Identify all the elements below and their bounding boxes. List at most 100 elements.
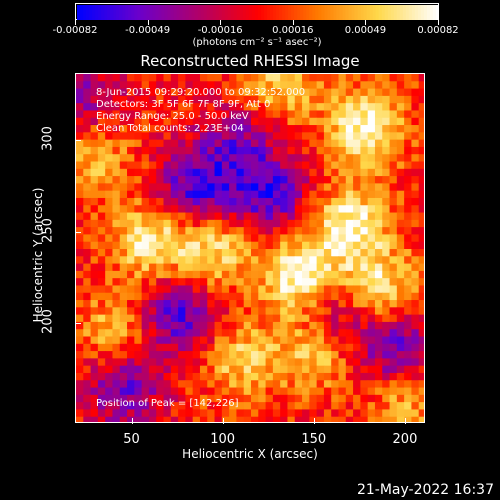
heatmap-cell <box>338 132 347 141</box>
heatmap-cell <box>97 358 106 367</box>
heatmap-cell <box>207 81 216 90</box>
heatmap-cell <box>105 351 113 359</box>
heatmap-cell <box>338 351 347 359</box>
heatmap-cell <box>148 205 157 214</box>
heatmap-cell <box>229 227 237 235</box>
heatmap-cell <box>97 263 106 272</box>
heatmap-cell <box>411 380 420 389</box>
heatmap-cell <box>192 387 201 396</box>
heatmap-cell <box>127 343 135 352</box>
heatmap-cell <box>331 387 339 396</box>
heatmap-cell <box>309 81 318 90</box>
heatmap-cell <box>221 132 230 141</box>
heatmap-cell <box>382 190 391 199</box>
heatmap-cell <box>382 132 391 141</box>
heatmap-cell <box>287 190 296 199</box>
heatmap-cell <box>221 409 230 418</box>
heatmap-cell <box>404 88 412 97</box>
heatmap-cell <box>353 300 361 308</box>
heatmap-cell <box>404 241 412 250</box>
heatmap-cell <box>360 285 369 294</box>
heatmap-cell <box>185 321 194 330</box>
heatmap-cell <box>127 263 135 272</box>
colorbar-segment <box>327 5 331 20</box>
heatmap-cell <box>243 74 252 82</box>
heatmap-cell <box>396 263 405 272</box>
heatmap-cell <box>280 249 288 257</box>
heatmap-cell <box>229 365 237 374</box>
heatmap-cell <box>353 139 361 148</box>
heatmap-cell <box>309 307 318 316</box>
heatmap-cell <box>97 351 106 359</box>
heatmap-cell <box>272 117 281 126</box>
colorbar-segment <box>354 5 359 20</box>
heatmap-cell <box>309 168 318 177</box>
heatmap-cell <box>163 154 172 162</box>
y-axis-label: Heliocentric Y (arcsec) <box>31 187 45 323</box>
heatmap-cell <box>229 88 237 97</box>
heatmap-cell <box>243 234 252 243</box>
heatmap-cell <box>338 190 347 199</box>
heatmap-cell <box>411 307 420 316</box>
heatmap-cell <box>83 365 92 374</box>
heatmap-cell <box>141 387 150 396</box>
heatmap-cell <box>323 117 332 126</box>
heatmap-cell <box>214 183 223 192</box>
heatmap-cell <box>323 314 332 323</box>
heatmap-cell <box>287 234 296 243</box>
heatmap-cell <box>374 263 383 272</box>
heatmap-cell <box>178 212 186 221</box>
heatmap-cell <box>265 219 274 228</box>
heatmap-cell <box>221 380 230 389</box>
heatmap-cell <box>156 95 164 104</box>
heatmap-cell <box>338 117 347 126</box>
heatmap-cell <box>127 241 135 250</box>
heatmap-cell <box>323 409 332 418</box>
heatmap-cell <box>105 270 113 279</box>
heatmap-cell <box>294 146 303 155</box>
heatmap-cell <box>316 132 325 141</box>
heatmap-cell <box>148 256 157 265</box>
colorbar-tick-label: 0.00049 <box>344 25 387 36</box>
heatmap-cell <box>192 249 201 257</box>
heatmap-cell <box>287 139 296 148</box>
heatmap-cell <box>156 416 164 422</box>
heatmap-cell <box>338 372 347 381</box>
heatmap-cell <box>134 81 143 90</box>
heatmap-cell <box>76 168 84 177</box>
heatmap-cell <box>119 190 128 199</box>
heatmap-cell <box>185 409 194 418</box>
heatmap-cell <box>396 81 405 90</box>
heatmap-cell <box>360 132 369 141</box>
heatmap-cell <box>323 190 332 199</box>
heatmap-cell <box>221 168 230 177</box>
heatmap-cell <box>141 125 150 133</box>
heatmap-cell <box>396 139 405 148</box>
heatmap-cell <box>411 409 420 418</box>
heatmap-cell <box>243 176 252 184</box>
heatmap-cell <box>236 278 245 286</box>
heatmap-cell <box>127 256 135 265</box>
heatmap-cell <box>418 402 424 410</box>
heatmap-cell <box>229 117 237 126</box>
heatmap-cell <box>331 314 339 323</box>
heatmap-cell <box>323 110 332 119</box>
heatmap-cell <box>309 329 318 337</box>
heatmap-cell <box>105 161 113 170</box>
heatmap-cell <box>221 103 230 111</box>
heatmap-cell <box>207 132 216 141</box>
heatmap-cell <box>353 387 361 396</box>
heatmap-cell <box>251 278 259 286</box>
heatmap-cell <box>353 117 361 126</box>
heatmap-cell <box>170 416 179 422</box>
heatmap-cell <box>287 176 296 184</box>
heatmap-cell <box>345 88 354 97</box>
heatmap-cell <box>105 409 113 418</box>
heatmap-cell <box>76 81 84 90</box>
colorbar-segment <box>221 5 226 20</box>
heatmap-cell <box>236 343 245 352</box>
heatmap-cell <box>192 285 201 294</box>
heatmap-cell <box>382 117 391 126</box>
heatmap-cell <box>97 387 106 396</box>
heatmap-cell <box>404 110 412 119</box>
